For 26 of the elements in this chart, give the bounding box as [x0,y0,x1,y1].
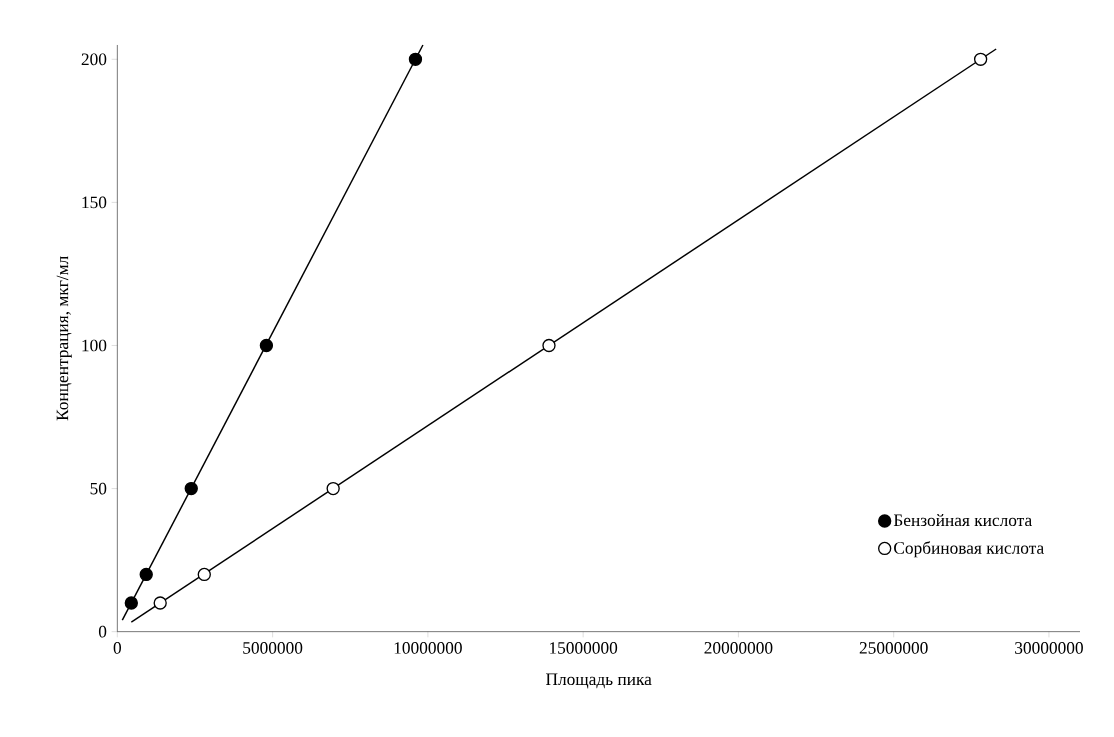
legend-label: Бензойная кислота [893,514,1032,527]
x-tick-label: 5000000 [243,642,303,654]
y-tick-label: 200 [81,53,107,66]
point [139,567,153,582]
point [408,52,423,66]
y-axis-title: Концентрация, мкг/мл [56,256,72,421]
point [197,567,211,582]
legend-label: Сорбиновая кислота [894,541,1044,558]
y-tick-label: 150 [82,196,107,209]
x-tick-label: 10000000 [394,642,462,654]
x-tick-label: 25000000 [859,642,928,654]
x-axis-title: Площадь пика [546,673,652,689]
point [326,481,340,496]
y-tick-label: 50 [90,482,107,495]
y-tick-label: 100 [82,339,107,352]
x-tick-label: 20000000 [704,642,773,654]
x-tick-label: 0 [113,642,122,654]
point [124,596,138,610]
x-tick-label: 30000000 [1015,642,1083,654]
y-tick-label: 0 [98,625,107,638]
x-tick-label: 15000000 [550,642,618,654]
point [184,481,198,496]
point [153,596,167,610]
point [259,338,274,353]
point [542,338,556,353]
point [973,52,988,66]
